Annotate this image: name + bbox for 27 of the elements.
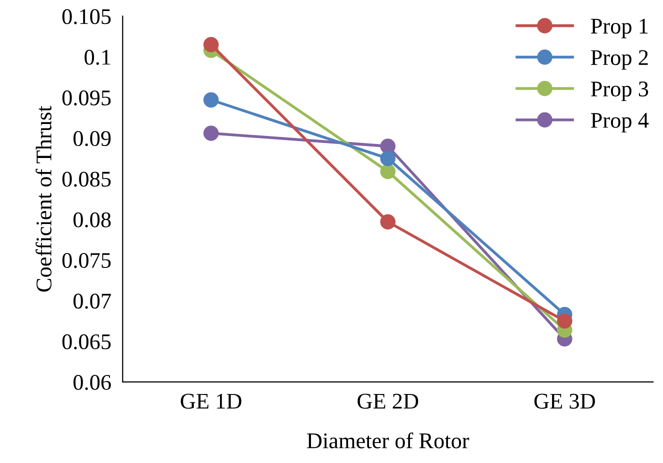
- point: [380, 164, 396, 180]
- x-tick-label: GE 3D: [534, 394, 595, 409]
- point: [380, 138, 396, 154]
- point: [203, 37, 219, 52]
- y-tick-label: 0.085: [62, 172, 111, 187]
- legend-label: Prop 2: [590, 50, 648, 70]
- point: [203, 92, 219, 108]
- x-axis-title: Diameter of Rotor: [307, 432, 470, 448]
- y-axis-title: Coefficient of Thrust: [36, 106, 52, 292]
- y-tick-label: 0.095: [62, 90, 111, 106]
- x-tick-label: GE 1D: [180, 394, 242, 409]
- y-tick-label: 0.065: [62, 334, 111, 350]
- legend-label: Prop 1: [590, 18, 648, 38]
- legend-label: Prop 4: [590, 113, 649, 132]
- y-tick-label: 0.06: [74, 374, 111, 390]
- y-tick-label: 0.075: [62, 252, 111, 268]
- y-tick-label: 0.105: [62, 9, 111, 24]
- point: [380, 150, 396, 166]
- y-tick-label: 0.1: [84, 50, 110, 65]
- point: [380, 214, 396, 230]
- y-tick-label: 0.08: [74, 212, 111, 228]
- legend-label: Prop 3: [590, 82, 648, 102]
- point: [557, 313, 572, 329]
- x-tick-label: GE 2D: [358, 394, 418, 409]
- y-tick-label: 0.07: [74, 294, 111, 309]
- point: [203, 126, 219, 141]
- y-tick-label: 0.09: [74, 131, 111, 146]
